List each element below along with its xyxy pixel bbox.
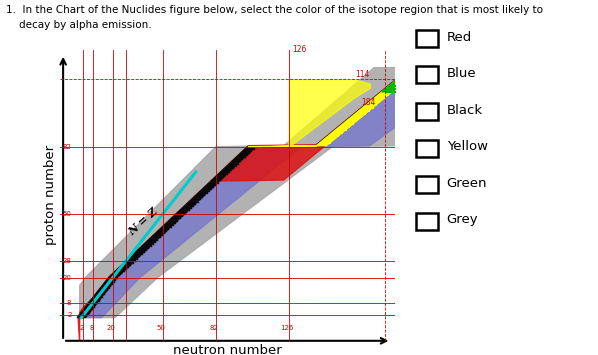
Text: 82: 82 [63,144,71,150]
Text: Grey: Grey [447,213,478,226]
Polygon shape [77,68,419,318]
Text: decay by alpha emission.: decay by alpha emission. [6,20,152,29]
Text: 114: 114 [355,70,370,79]
Polygon shape [248,78,408,147]
Text: 2: 2 [67,312,71,318]
Text: N = Z: N = Z [126,206,160,237]
Polygon shape [382,68,425,92]
Text: 184: 184 [362,98,376,106]
Text: 126: 126 [280,325,294,331]
Text: 8: 8 [89,325,93,331]
Text: 50: 50 [157,325,166,331]
Polygon shape [80,68,517,318]
Text: Black: Black [447,104,483,116]
Text: 2: 2 [79,325,84,331]
Text: 8: 8 [67,300,71,306]
Polygon shape [86,68,478,318]
Text: Yellow: Yellow [447,140,488,153]
Text: 1.  In the Chart of the Nuclides figure below, select the color of the isotope r: 1. In the Chart of the Nuclides figure b… [6,5,543,15]
Y-axis label: proton number: proton number [44,145,57,245]
Text: 20: 20 [107,325,115,331]
Text: Green: Green [447,177,487,190]
Text: Red: Red [447,31,472,44]
Polygon shape [78,67,411,345]
Text: Blue: Blue [447,67,477,80]
Text: 82: 82 [209,325,218,331]
Text: 28: 28 [63,258,71,264]
Text: 50: 50 [63,211,71,217]
X-axis label: neutron number: neutron number [173,344,282,355]
Text: 126: 126 [292,45,306,54]
Text: 20: 20 [63,274,71,280]
